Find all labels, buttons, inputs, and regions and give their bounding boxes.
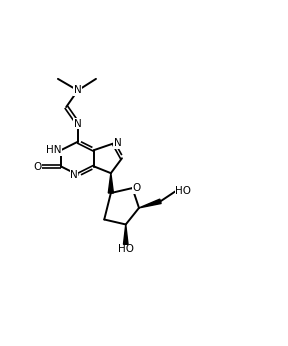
Text: N: N (74, 85, 82, 95)
Polygon shape (139, 199, 161, 208)
Text: O: O (33, 162, 41, 172)
Text: N: N (70, 170, 78, 180)
Text: HO: HO (118, 244, 134, 254)
Polygon shape (108, 173, 113, 193)
Polygon shape (124, 225, 128, 244)
Text: O: O (132, 183, 141, 193)
Text: HO: HO (175, 186, 192, 197)
Text: HN: HN (46, 145, 61, 155)
Text: N: N (114, 138, 122, 148)
Text: N: N (74, 119, 82, 129)
